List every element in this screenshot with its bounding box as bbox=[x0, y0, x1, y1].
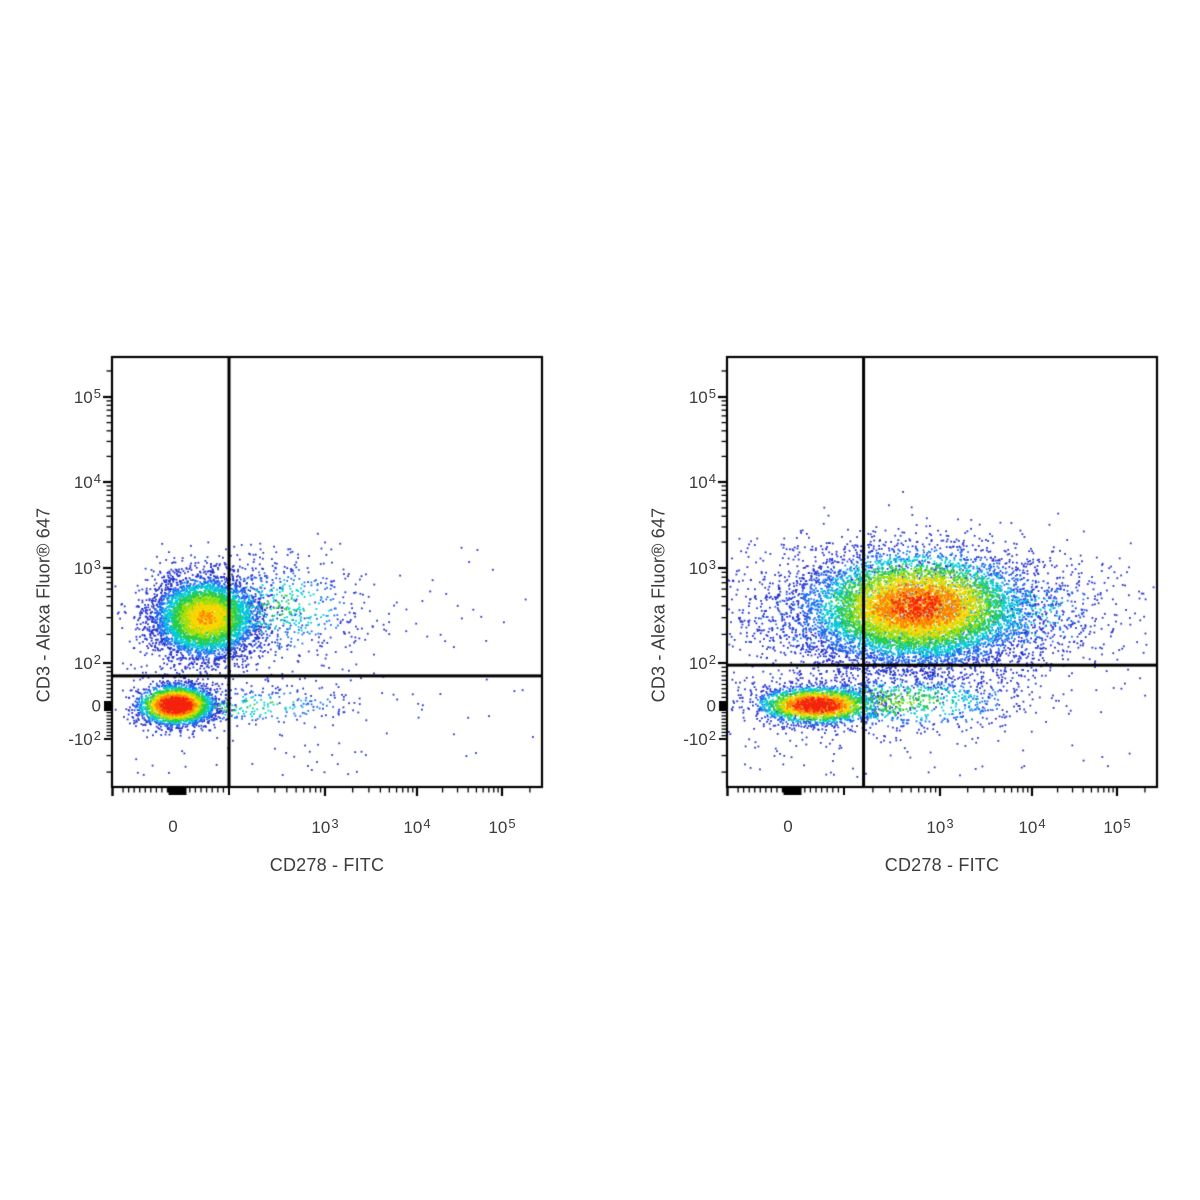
y-tick-label: 105 bbox=[688, 386, 716, 407]
y-tick-label: 104 bbox=[688, 471, 716, 492]
y-tick-label: -102 bbox=[68, 728, 101, 749]
density-plot-canvas-right bbox=[711, 352, 1171, 810]
x-axis-title: CD278 - FITC bbox=[269, 855, 385, 875]
y-axis-title: CD3 - Alexa Fluor® 647 bbox=[648, 507, 669, 703]
x-tick-label: 104 bbox=[403, 816, 431, 837]
y-tick-label: 102 bbox=[73, 652, 101, 673]
y-tick-label: -102 bbox=[683, 728, 716, 749]
y-tick-label: 103 bbox=[688, 557, 716, 578]
y-tick-label: 102 bbox=[688, 652, 716, 673]
flow-plot-panel-left: CD3 - Alexa Fluor® 647 CD278 - FITC 0 103… bbox=[34, 352, 556, 875]
y-tick-label: 104 bbox=[73, 471, 101, 492]
x-tick-label: 105 bbox=[488, 816, 516, 837]
density-plot-canvas-left bbox=[96, 352, 556, 810]
y-tick-label: 0 bbox=[91, 696, 101, 716]
y-tick-label: 105 bbox=[73, 386, 101, 407]
x-tick-label: 105 bbox=[1103, 816, 1131, 837]
flow-plot-panel-right: CD3 - Alexa Fluor® 647 CD278 - FITC 0 103… bbox=[649, 352, 1171, 875]
y-tick-label: 103 bbox=[73, 557, 101, 578]
x-tick-label: 0 bbox=[783, 817, 793, 836]
x-tick-label: 103 bbox=[311, 816, 339, 837]
y-axis-title: CD3 - Alexa Fluor® 647 bbox=[33, 507, 54, 703]
x-axis-title: CD278 - FITC bbox=[884, 855, 1000, 875]
x-tick-label: 103 bbox=[926, 816, 954, 837]
x-tick-label: 104 bbox=[1018, 816, 1046, 837]
y-tick-label: 0 bbox=[706, 696, 716, 716]
x-tick-label: 0 bbox=[168, 817, 178, 836]
